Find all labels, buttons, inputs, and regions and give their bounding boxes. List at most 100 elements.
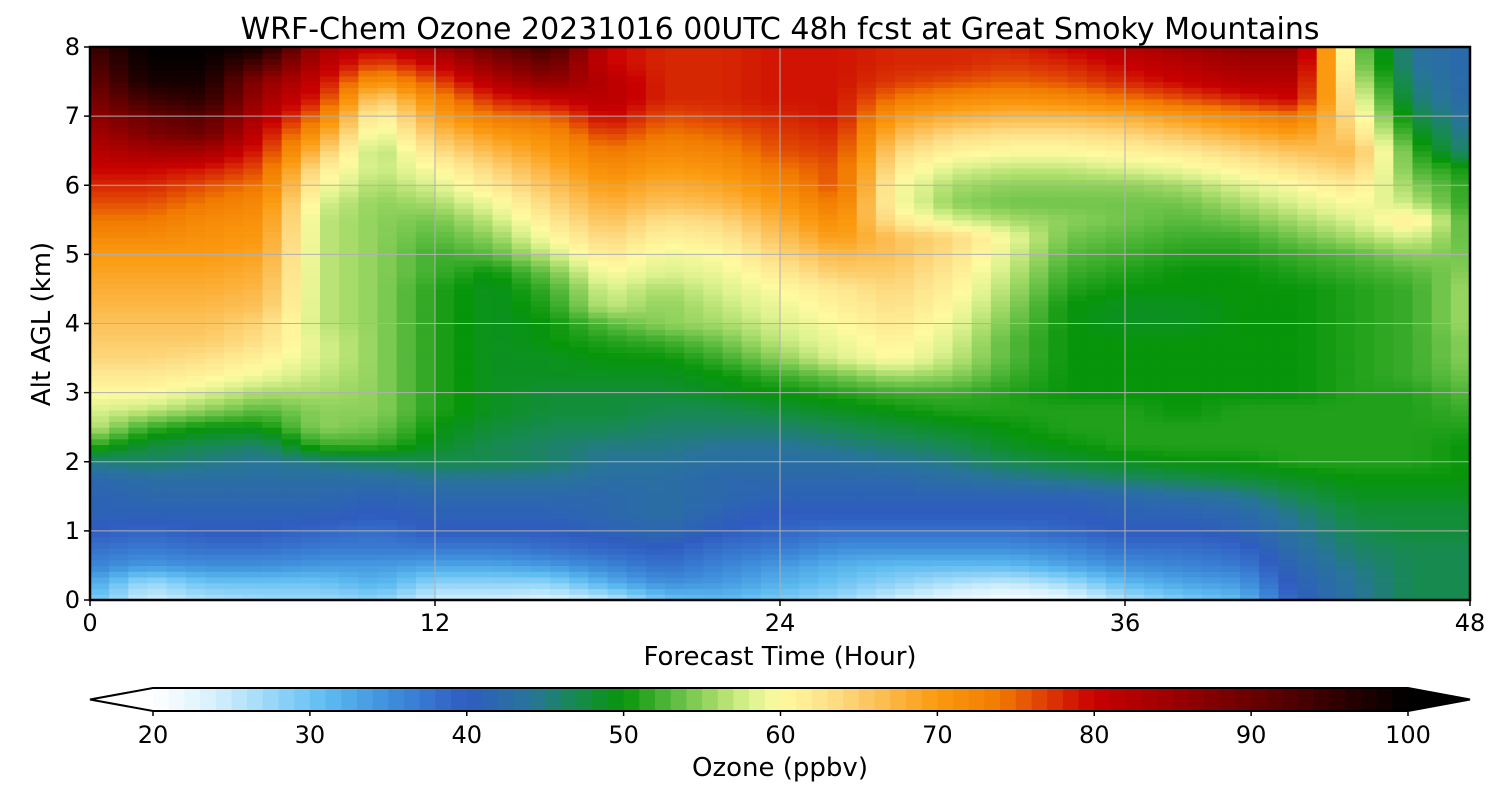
heatmap-cell: [588, 346, 609, 353]
heatmap-cell: [1450, 404, 1471, 411]
heatmap-cell: [1316, 548, 1337, 555]
heatmap-cell: [511, 484, 532, 492]
heatmap-cell: [588, 421, 609, 428]
heatmap-cell: [1067, 283, 1088, 290]
heatmap-cell: [492, 329, 513, 336]
heatmap-cell: [722, 479, 743, 486]
heatmap-cell: [473, 242, 494, 250]
heatmap-cell: [358, 242, 379, 250]
heatmap-cell: [971, 283, 992, 290]
heatmap-cell: [952, 271, 973, 279]
heatmap-cell: [1450, 340, 1471, 348]
heatmap-cell: [243, 352, 264, 359]
heatmap-cell: [300, 214, 321, 221]
heatmap-cell: [377, 311, 398, 319]
heatmap-cell: [1259, 311, 1279, 319]
heatmap-cell: [128, 329, 149, 336]
heatmap-cell: [492, 323, 513, 330]
heatmap-cell: [588, 335, 609, 342]
heatmap-cell: [971, 565, 992, 572]
heatmap-cell: [1240, 490, 1260, 497]
heatmap-cell: [1412, 479, 1433, 486]
heatmap-cell: [722, 277, 743, 284]
heatmap-cell: [875, 536, 896, 543]
heatmap-cell: [1412, 225, 1433, 232]
heatmap-cell: [454, 525, 474, 532]
heatmap-cell: [415, 473, 436, 480]
heatmap-cell: [281, 265, 302, 273]
heatmap-cell: [741, 294, 762, 302]
heatmap-cell: [1374, 214, 1394, 221]
heatmap-cell: [952, 381, 973, 388]
heatmap-cell: [454, 265, 474, 273]
heatmap-cell: [1163, 582, 1184, 590]
heatmap-cell: [358, 214, 379, 221]
heatmap-cell: [1220, 219, 1241, 227]
heatmap-cell: [1125, 352, 1145, 359]
heatmap-cell: [722, 530, 743, 538]
heatmap-cell: [703, 363, 724, 371]
heatmap-cell: [415, 329, 436, 336]
heatmap-cell: [377, 358, 398, 365]
heatmap-cell: [875, 507, 896, 515]
heatmap-cell: [454, 392, 474, 399]
heatmap-cell: [1220, 317, 1241, 325]
heatmap-cell: [128, 479, 149, 486]
heatmap-cell: [1412, 335, 1433, 342]
heatmap-cell: [588, 559, 609, 567]
heatmap-cell: [1086, 260, 1107, 267]
heatmap-cell: [128, 507, 149, 515]
heatmap-cell: [147, 415, 168, 423]
heatmap-cell: [856, 306, 877, 313]
heatmap-cell: [1220, 542, 1241, 549]
heatmap-cell: [684, 571, 704, 578]
heatmap-cell: [1029, 427, 1049, 434]
heatmap-cell: [684, 346, 704, 353]
heatmap-cell: [147, 317, 168, 325]
heatmap-cell: [1144, 582, 1164, 590]
heatmap-cell: [1355, 496, 1375, 503]
heatmap-cell: [818, 317, 839, 325]
heatmap-cell: [511, 530, 532, 538]
heatmap-cell: [377, 525, 398, 532]
heatmap-cell: [626, 548, 647, 555]
heatmap-cell: [780, 553, 800, 561]
heatmap-cell: [684, 283, 704, 290]
heatmap-cell: [703, 473, 724, 480]
heatmap-cell: [760, 502, 781, 509]
heatmap-cell: [1431, 444, 1452, 451]
heatmap-cell: [396, 421, 417, 428]
heatmap-cell: [1259, 427, 1279, 434]
heatmap-cell: [1182, 496, 1203, 503]
heatmap-cell: [799, 542, 819, 549]
heatmap-cell: [147, 392, 168, 399]
heatmap-cell: [224, 548, 244, 555]
heatmap-cell: [1029, 444, 1049, 451]
heatmap-cell: [952, 461, 973, 469]
heatmap-cell: [703, 490, 724, 497]
heatmap-cell: [454, 214, 474, 221]
heatmap-cell: [799, 479, 819, 486]
heatmap-cell: [224, 542, 244, 549]
heatmap-cell: [492, 398, 513, 405]
heatmap-cell: [1335, 525, 1356, 532]
heatmap-cell: [224, 340, 244, 348]
heatmap-cell: [1010, 438, 1030, 446]
heatmap-cell: [185, 415, 206, 423]
heatmap-cell: [128, 381, 149, 388]
heatmap-cell: [435, 248, 455, 255]
heatmap-cell: [147, 553, 168, 561]
heatmap-cell: [1259, 392, 1279, 399]
heatmap-cell: [224, 479, 244, 486]
heatmap-cell: [1125, 479, 1145, 486]
heatmap-cell: [90, 323, 110, 330]
heatmap-cell: [1335, 381, 1356, 388]
heatmap-cell: [1259, 421, 1279, 428]
heatmap-cell: [1029, 346, 1049, 353]
heatmap-cell: [914, 530, 934, 538]
heatmap-cell: [837, 294, 858, 302]
heatmap-cell: [1105, 271, 1126, 279]
heatmap-cell: [281, 427, 302, 434]
heatmap-cell: [147, 450, 168, 457]
heatmap-cell: [1125, 248, 1145, 255]
